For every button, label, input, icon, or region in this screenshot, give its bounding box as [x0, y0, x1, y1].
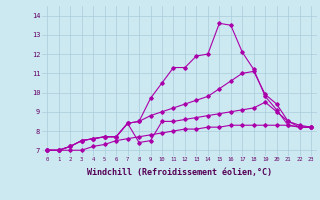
X-axis label: Windchill (Refroidissement éolien,°C): Windchill (Refroidissement éolien,°C) [87, 168, 272, 177]
